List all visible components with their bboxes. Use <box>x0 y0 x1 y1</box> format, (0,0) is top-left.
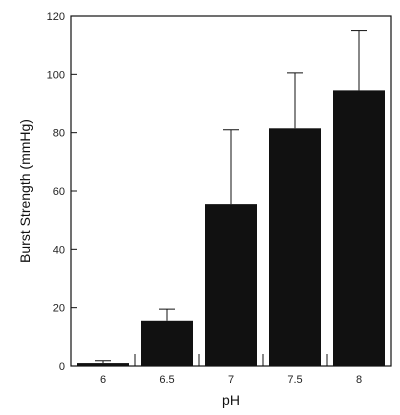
y-tick-label: 20 <box>53 303 65 315</box>
bar <box>141 320 193 366</box>
y-tick-label: 80 <box>53 128 65 140</box>
x-tick-label: 7.5 <box>287 374 302 386</box>
x-axis: 6 6.5 7 7.5 8 <box>100 354 362 386</box>
bar <box>205 204 257 366</box>
bar <box>269 128 321 366</box>
bars-group <box>77 30 385 366</box>
x-axis-label: pH <box>222 392 240 408</box>
x-tick-label: 7 <box>228 374 234 386</box>
y-axis: 0 20 40 60 80 100 120 <box>47 11 77 373</box>
y-tick-label: 40 <box>53 244 65 256</box>
y-tick-label: 0 <box>59 361 65 373</box>
bar <box>77 363 129 366</box>
y-tick-label: 60 <box>53 186 65 198</box>
x-tick-label: 6.5 <box>159 374 174 386</box>
bar <box>333 90 385 366</box>
x-tick-label: 8 <box>356 374 362 386</box>
y-tick-label: 120 <box>47 11 65 23</box>
y-axis-label: Burst Strength (mmHg) <box>17 119 33 263</box>
y-tick-label: 100 <box>47 69 65 81</box>
x-tick-label: 6 <box>100 374 106 386</box>
